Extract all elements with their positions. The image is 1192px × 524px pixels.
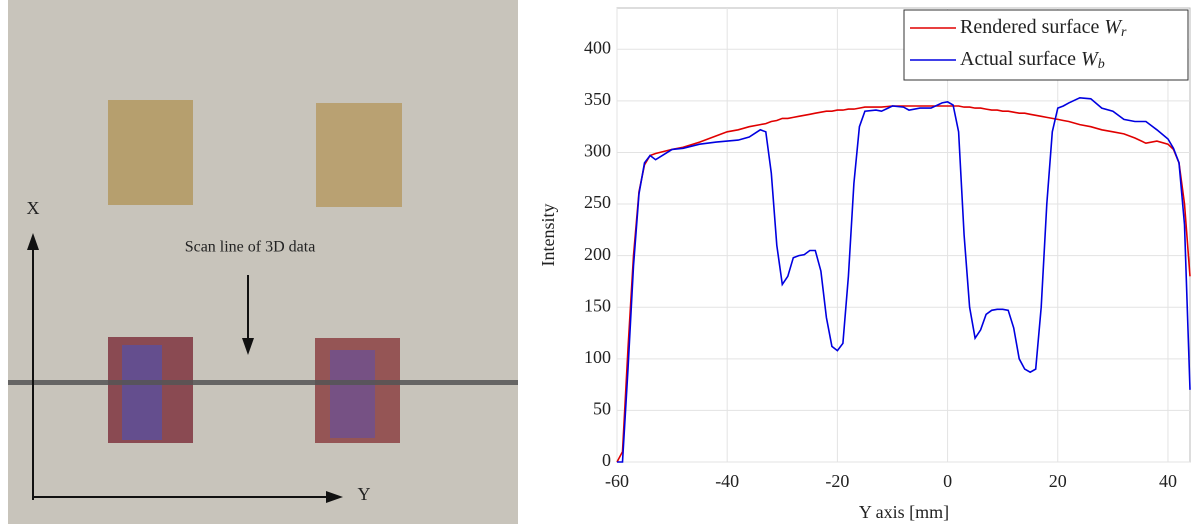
x-axis-label: Y axis [mm] [859, 502, 949, 522]
arrow-head [242, 338, 254, 355]
x-tick-label: -20 [825, 471, 849, 491]
x-tick-label: -40 [715, 471, 739, 491]
y-tick-label: 350 [584, 89, 611, 109]
patch-detail [330, 350, 375, 438]
y-tick-label: 400 [584, 37, 611, 57]
y-axis-label: Intensity [538, 204, 558, 267]
y-tick-label: 250 [584, 192, 611, 212]
x-tick-label: 0 [943, 471, 952, 491]
y-tick-label: 100 [584, 347, 611, 367]
x-tick-label: -60 [605, 471, 629, 491]
legend-label: Rendered surface Wr [960, 16, 1127, 41]
photo-background [8, 0, 518, 524]
y-tick-label: 0 [602, 450, 611, 470]
y-tick-label: 300 [584, 141, 611, 161]
scan-line [8, 380, 518, 385]
y-tick-label: 150 [584, 295, 611, 315]
photo-y-label: Y [358, 484, 371, 504]
legend-label: Actual surface Wb [960, 48, 1105, 73]
photo-x-label: X [27, 198, 40, 218]
patch [316, 103, 402, 207]
legend-box [903, 9, 1189, 81]
patch-detail [122, 345, 162, 440]
arrow-head [326, 491, 343, 503]
x-tick-label: 40 [1159, 471, 1177, 491]
patch [108, 100, 193, 205]
y-tick-label: 50 [593, 399, 611, 419]
y-tick-label: 200 [584, 244, 611, 264]
line-series [617, 96, 1191, 463]
arrow-head [27, 233, 39, 250]
x-tick-label: 20 [1049, 471, 1067, 491]
photo: X Y Scan line of 3D data [8, 0, 518, 524]
line-series [616, 105, 1191, 463]
photo-annotation: Scan line of 3D data [185, 239, 316, 256]
